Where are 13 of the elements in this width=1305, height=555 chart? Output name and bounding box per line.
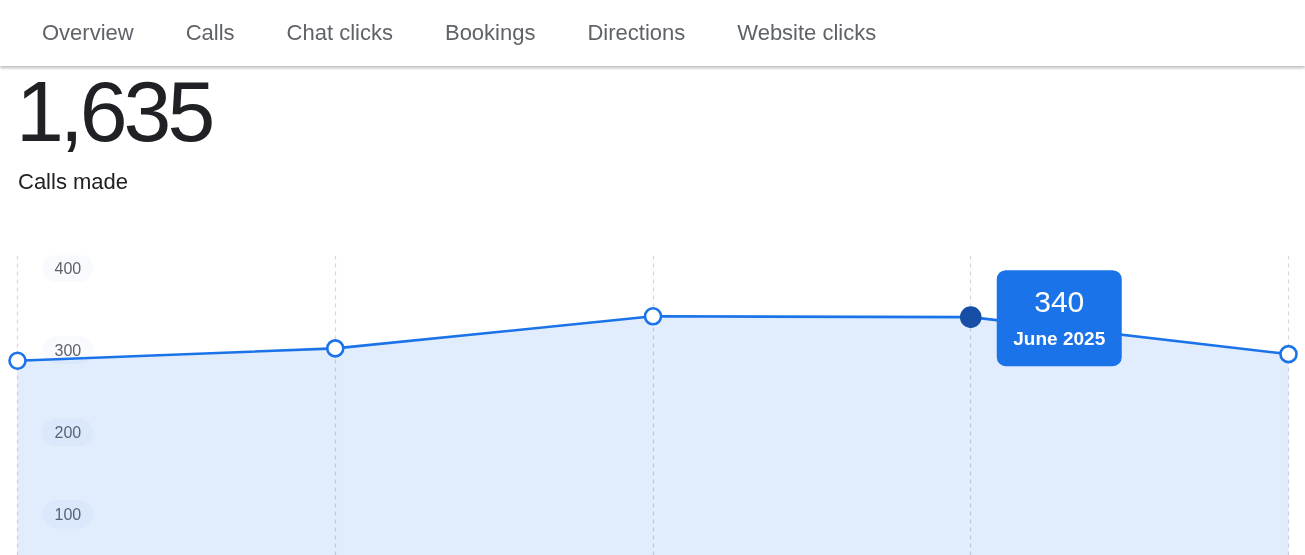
data-label: 340 June 2025 [1013,285,1106,349]
text: Bookings [444,19,536,48]
text: Website clicks [737,19,877,48]
y-tick-label: 400 [54,259,82,277]
y-tick-label: 100 [54,506,82,524]
y-tick-label: 200 [54,424,82,442]
text: Calls [185,19,235,48]
y-tick-label: 300 [54,342,82,360]
text: Overview [42,19,134,48]
text: Chat clicks [286,19,393,48]
text: Directions [587,19,686,48]
chart-title: 1,635 [16,63,212,159]
chart-subtitle: Calls made [18,169,129,194]
